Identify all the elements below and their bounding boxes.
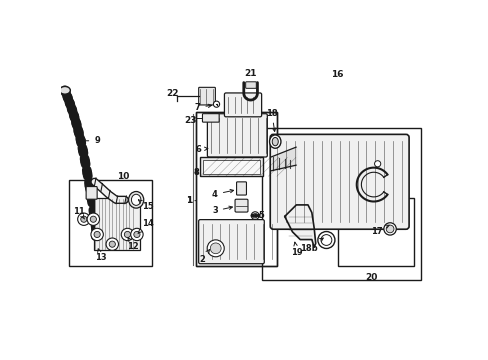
Text: 12: 12 xyxy=(127,238,139,251)
Circle shape xyxy=(87,213,100,225)
Text: 6: 6 xyxy=(195,145,207,154)
Text: 4: 4 xyxy=(212,189,233,199)
Circle shape xyxy=(90,216,96,222)
Text: 2: 2 xyxy=(199,249,209,264)
Circle shape xyxy=(383,223,395,235)
Circle shape xyxy=(91,228,103,240)
Bar xyxy=(195,112,277,266)
Bar xyxy=(337,198,413,266)
Circle shape xyxy=(317,231,334,248)
Circle shape xyxy=(207,240,224,257)
Text: 14: 14 xyxy=(138,220,153,233)
Circle shape xyxy=(320,235,331,246)
Bar xyxy=(68,180,152,266)
Circle shape xyxy=(257,215,259,217)
Circle shape xyxy=(78,213,90,225)
Text: 18b: 18b xyxy=(299,238,323,253)
Ellipse shape xyxy=(131,194,141,205)
Text: 18: 18 xyxy=(265,109,277,131)
Text: 5: 5 xyxy=(257,211,264,220)
Text: 23: 23 xyxy=(184,116,197,125)
FancyBboxPatch shape xyxy=(224,93,261,117)
Circle shape xyxy=(130,228,143,240)
Ellipse shape xyxy=(60,86,70,94)
FancyBboxPatch shape xyxy=(245,82,256,88)
Ellipse shape xyxy=(269,135,280,148)
FancyBboxPatch shape xyxy=(270,134,408,229)
Text: 17: 17 xyxy=(370,225,388,236)
FancyBboxPatch shape xyxy=(198,87,215,105)
Text: 22: 22 xyxy=(166,89,179,98)
Text: 21: 21 xyxy=(244,69,256,78)
Circle shape xyxy=(94,231,100,238)
Circle shape xyxy=(106,238,118,250)
Circle shape xyxy=(251,215,253,217)
Bar xyxy=(262,128,420,280)
Bar xyxy=(195,112,277,266)
FancyBboxPatch shape xyxy=(198,220,264,264)
Circle shape xyxy=(121,228,133,240)
Circle shape xyxy=(252,213,257,218)
Text: 7: 7 xyxy=(194,103,211,112)
Circle shape xyxy=(374,161,380,167)
FancyBboxPatch shape xyxy=(236,182,246,195)
FancyBboxPatch shape xyxy=(86,186,97,199)
Text: 1: 1 xyxy=(186,196,192,205)
Text: 20: 20 xyxy=(365,273,377,282)
Circle shape xyxy=(134,231,140,238)
Circle shape xyxy=(81,216,87,222)
Circle shape xyxy=(254,215,256,217)
Bar xyxy=(202,160,260,174)
Text: 3: 3 xyxy=(212,206,232,215)
Circle shape xyxy=(251,212,259,220)
Text: 8: 8 xyxy=(194,168,199,177)
FancyBboxPatch shape xyxy=(207,114,267,157)
Bar xyxy=(200,157,262,176)
Ellipse shape xyxy=(272,138,278,146)
FancyBboxPatch shape xyxy=(235,199,247,212)
Text: 1: 1 xyxy=(186,196,196,205)
Text: 13: 13 xyxy=(95,249,106,262)
Text: 9: 9 xyxy=(82,136,100,145)
Circle shape xyxy=(109,241,115,247)
Text: 16: 16 xyxy=(330,70,343,79)
Circle shape xyxy=(386,225,393,233)
Circle shape xyxy=(210,243,221,254)
Circle shape xyxy=(213,101,219,107)
Text: 10: 10 xyxy=(117,172,130,181)
Text: 19: 19 xyxy=(290,242,302,257)
Circle shape xyxy=(124,231,130,238)
Text: 11: 11 xyxy=(73,207,85,219)
FancyBboxPatch shape xyxy=(202,114,219,122)
Text: 15: 15 xyxy=(138,200,153,211)
Polygon shape xyxy=(284,205,315,247)
Ellipse shape xyxy=(92,233,102,240)
Bar xyxy=(94,198,140,250)
Ellipse shape xyxy=(128,192,143,208)
